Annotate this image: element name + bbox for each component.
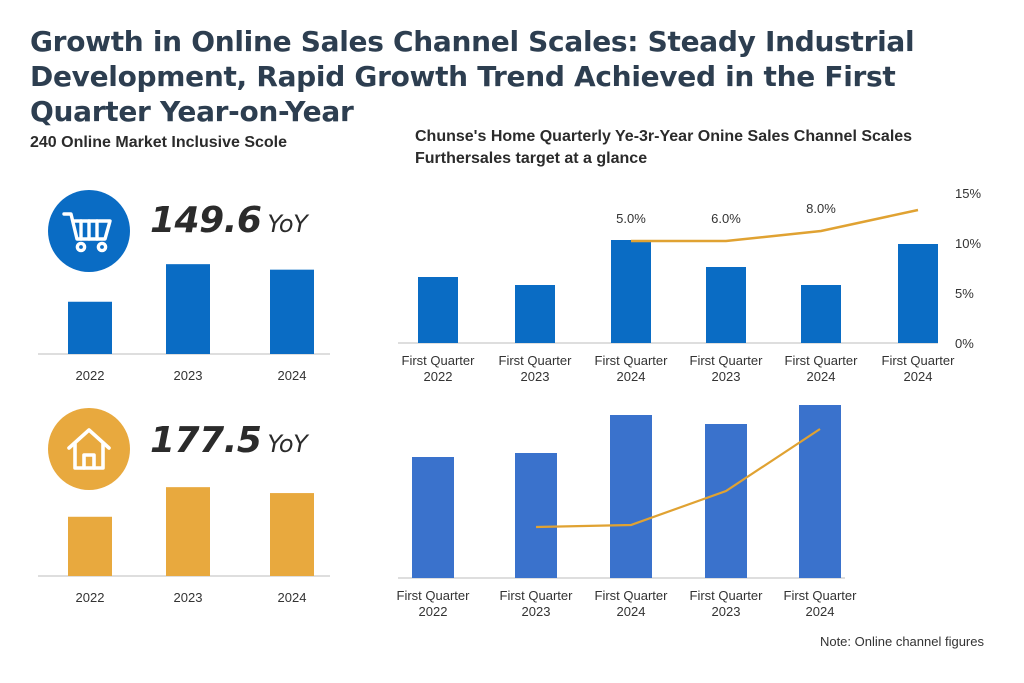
line-data-label: 8.0% <box>806 201 836 216</box>
y-tick-label: 15% <box>955 186 981 201</box>
y-tick-label: 10% <box>955 236 981 251</box>
x-tick-label: First Quarter <box>784 588 858 603</box>
x-tick-label: First Quarter <box>500 588 574 603</box>
bar <box>801 285 841 343</box>
x-tick-label: First Quarter <box>397 588 471 603</box>
kpi-online-market: 149.6 YoY <box>150 200 308 241</box>
x-tick-label: 2023 <box>522 604 551 619</box>
x-tick-label: First Quarter <box>690 588 764 603</box>
annual-scale-chart-orange: 2022 2023 2024 <box>38 487 330 605</box>
bar <box>515 285 555 343</box>
bar <box>68 516 112 576</box>
x-tick-label: 2023 <box>712 369 741 384</box>
left-section-subtitle: 240 Online Market Inclusive Scole <box>30 134 287 151</box>
bar <box>418 277 458 343</box>
bar <box>610 415 652 578</box>
x-tick-label: First Quarter <box>402 353 476 368</box>
shopping-cart-icon <box>62 212 112 253</box>
x-tick-label: 2022 <box>419 604 448 619</box>
kpi-unit: YoY <box>267 430 308 458</box>
x-tick-label: 2024 <box>278 368 307 383</box>
bar <box>270 269 314 354</box>
x-tick-label: 2023 <box>712 604 741 619</box>
trend-line <box>535 428 821 529</box>
x-tick-label: First Quarter <box>785 353 859 368</box>
bar <box>270 493 314 576</box>
footnote: Note: Online channel figures <box>819 634 984 649</box>
x-tick-label: First Quarter <box>595 588 669 603</box>
x-tick-label: First Quarter <box>595 353 669 368</box>
x-tick-label: 2024 <box>806 604 835 619</box>
bar <box>515 453 557 578</box>
y-tick-label: 5% <box>955 286 974 301</box>
x-tick-label: 2024 <box>904 369 933 384</box>
house-icon <box>67 428 111 470</box>
bar <box>68 301 112 354</box>
bar <box>412 457 454 578</box>
right-section-subtitle: Chunse's Home Quarterly Ye-3r-Year Onine… <box>415 128 913 167</box>
kpi-unit: YoY <box>267 210 308 238</box>
annual-scale-chart-blue: 2022 2023 2024 <box>38 264 330 383</box>
y-tick-label: 0% <box>955 336 974 351</box>
kpi-value: 149.6 <box>150 200 262 241</box>
x-tick-label: First Quarter <box>882 353 956 368</box>
kpi-value: 177.5 <box>150 420 262 461</box>
x-tick-label: First Quarter <box>499 353 573 368</box>
x-tick-label: 2022 <box>76 590 105 605</box>
trend-line <box>631 208 919 243</box>
x-tick-label: 2022 <box>76 368 105 383</box>
bar <box>706 267 746 343</box>
kpi-icon-badge-orange <box>48 408 130 490</box>
bar <box>166 487 210 576</box>
bar <box>799 405 841 578</box>
bar <box>611 240 651 343</box>
kpi-home-market: 177.5 YoY <box>150 420 308 461</box>
x-tick-label: 2024 <box>807 369 836 384</box>
x-tick-label: 2023 <box>174 368 203 383</box>
x-tick-label: First Quarter <box>690 353 764 368</box>
bar <box>166 264 210 354</box>
kpi-icon-badge-blue <box>48 190 130 272</box>
line-data-label: 5.0% <box>616 211 646 226</box>
bar <box>898 244 938 343</box>
page-title: Growth in Online Sales Channel Scales: S… <box>30 25 915 128</box>
x-tick-label: 2024 <box>617 604 646 619</box>
bar <box>705 424 747 578</box>
x-tick-label: 2024 <box>617 369 646 384</box>
x-tick-label: 2024 <box>278 590 307 605</box>
x-tick-label: 2022 <box>424 369 453 384</box>
line-data-label: 6.0% <box>711 211 741 226</box>
x-tick-label: 2023 <box>174 590 203 605</box>
x-tick-label: 2023 <box>521 369 550 384</box>
